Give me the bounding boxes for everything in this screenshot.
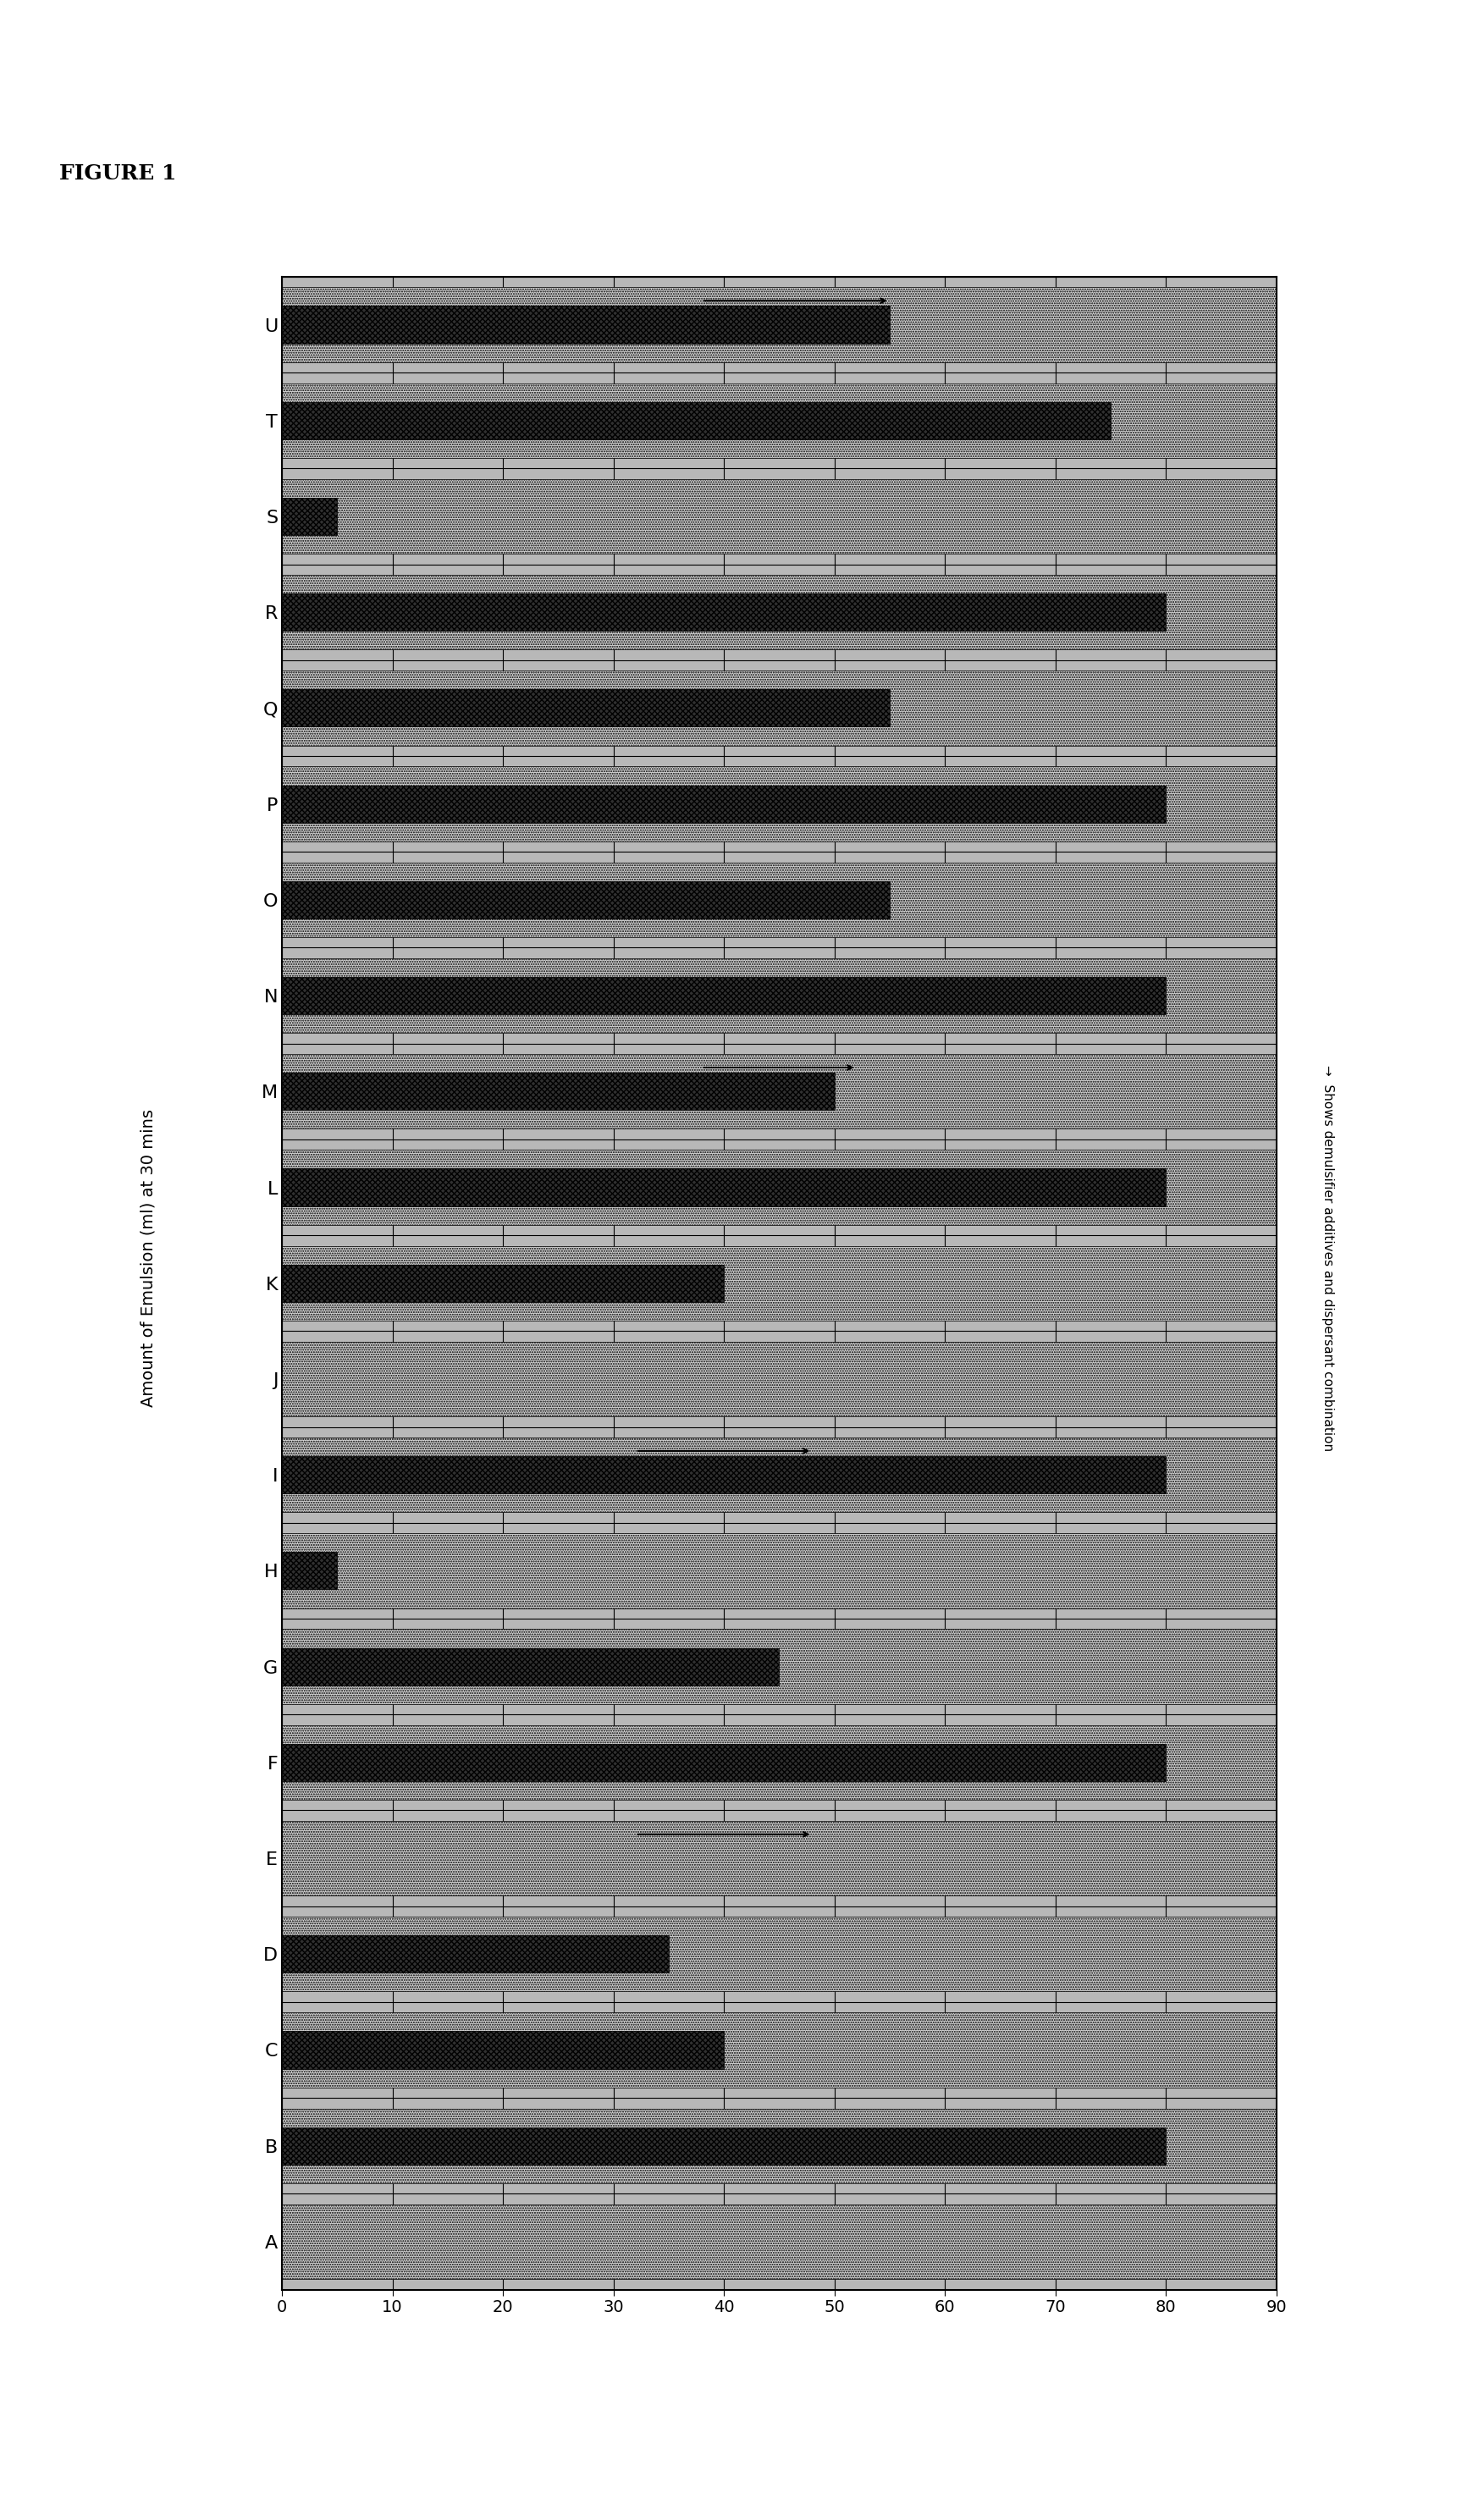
Text: Amount of Emulsion (ml) at 30 mins: Amount of Emulsion (ml) at 30 mins: [141, 1110, 156, 1406]
Bar: [282, 672, 1276, 745]
Bar: [282, 382, 1276, 458]
Bar: [282, 1552, 337, 1590]
Bar: [282, 2030, 724, 2068]
Bar: [282, 1457, 1166, 1495]
Bar: [282, 2204, 1276, 2279]
Bar: [282, 881, 889, 918]
Bar: [282, 1072, 834, 1110]
Bar: [282, 1054, 1276, 1130]
Bar: [282, 2126, 1166, 2164]
Bar: [282, 287, 1276, 362]
Bar: [282, 1726, 1276, 1799]
Bar: [282, 2108, 1276, 2184]
Bar: [282, 959, 1276, 1034]
Bar: [282, 976, 1166, 1014]
Bar: [282, 1630, 1276, 1703]
Bar: [282, 1822, 1276, 1895]
Bar: [282, 1167, 1166, 1205]
Bar: [282, 1245, 1276, 1321]
Bar: [282, 1935, 669, 1973]
Bar: [282, 1150, 1276, 1225]
Bar: [282, 403, 1110, 440]
Bar: [282, 1648, 779, 1686]
Bar: [282, 1917, 1276, 1993]
Bar: [282, 785, 1166, 823]
Bar: [282, 1266, 724, 1301]
Bar: [282, 1341, 1276, 1417]
Bar: [282, 2013, 1276, 2088]
Text: →  Shows demulsifier additives and dispersant combination: → Shows demulsifier additives and disper…: [1322, 1064, 1334, 1452]
Bar: [282, 1437, 1276, 1512]
Bar: [282, 863, 1276, 936]
Bar: [282, 478, 1276, 554]
Bar: [282, 1532, 1276, 1608]
Bar: [282, 574, 1276, 649]
Bar: [282, 594, 1166, 632]
Text: FIGURE 1: FIGURE 1: [59, 164, 177, 184]
Bar: [282, 1744, 1166, 1781]
Bar: [282, 498, 337, 536]
Bar: [282, 307, 889, 342]
Bar: [282, 767, 1276, 840]
Bar: [282, 689, 889, 727]
